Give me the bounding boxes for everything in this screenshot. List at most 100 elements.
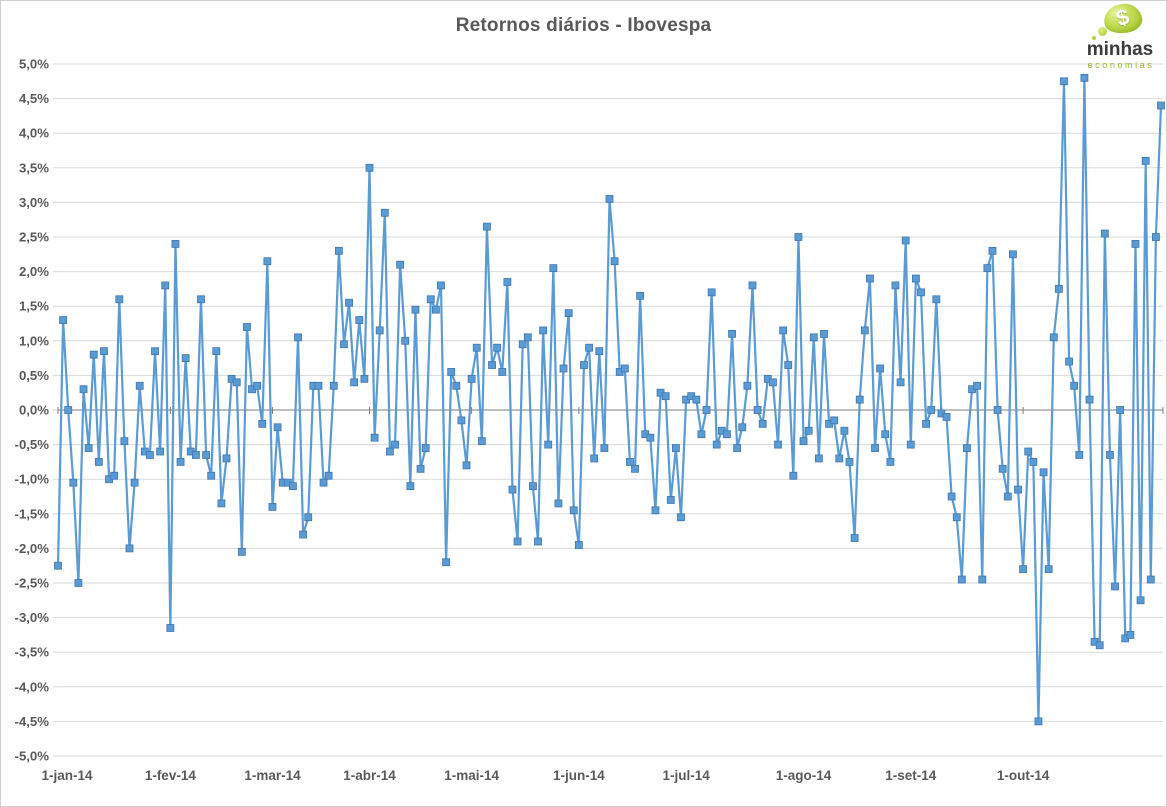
data-point-marker — [1116, 406, 1125, 414]
data-point-marker — [421, 444, 430, 452]
data-point-marker — [830, 416, 839, 425]
data-point-marker — [595, 347, 604, 356]
data-point-marker — [452, 381, 461, 390]
x-axis-label: 1-fev-14 — [145, 768, 197, 783]
data-point-marker — [942, 413, 951, 421]
x-axis-label: 1-out-14 — [997, 768, 1050, 783]
data-point-marker — [963, 444, 971, 452]
data-point-marker — [850, 534, 859, 542]
data-point-marker — [677, 513, 685, 522]
data-point-marker — [631, 464, 639, 473]
data-point-marker — [876, 364, 885, 373]
data-point-marker — [636, 291, 645, 300]
data-point-marker — [457, 416, 466, 425]
y-axis-label: -2,5% — [15, 576, 50, 591]
data-point-marker — [130, 478, 139, 487]
data-point-marker — [462, 461, 471, 470]
y-axis-label: 2,0% — [19, 264, 49, 279]
data-point-marker — [207, 471, 216, 480]
data-point-marker — [549, 264, 558, 273]
data-point-marker — [1111, 582, 1119, 591]
y-axis-label: 5,0% — [19, 57, 49, 72]
data-point-marker — [1014, 485, 1022, 494]
data-point-marker — [901, 236, 910, 245]
dollar-glyph: $ — [1113, 3, 1133, 32]
data-point-marker — [360, 374, 369, 383]
data-point-marker — [120, 437, 129, 446]
data-point-marker — [299, 530, 308, 539]
data-point-marker — [799, 437, 808, 446]
logo-bubble-small-icon — [1092, 36, 1096, 40]
data-point-marker — [1157, 101, 1165, 110]
data-point-marker — [59, 316, 68, 324]
data-point-marker — [891, 281, 900, 290]
data-point-marker — [651, 506, 660, 515]
data-point-marker — [1034, 717, 1043, 726]
data-point-marker — [483, 222, 491, 231]
data-point-marker — [1080, 73, 1089, 82]
data-point-marker — [906, 440, 915, 449]
data-point-marker — [712, 440, 721, 449]
data-point-marker — [319, 478, 328, 487]
data-point-marker — [442, 558, 450, 567]
data-point-marker — [998, 464, 1007, 473]
data-point-marker — [983, 264, 992, 273]
data-point-marker — [605, 195, 614, 203]
data-point-marker — [426, 295, 435, 304]
data-point-marker — [728, 329, 736, 338]
data-point-marker — [1151, 233, 1160, 241]
data-point-marker — [871, 444, 879, 452]
data-point-marker — [386, 447, 394, 456]
data-point-marker — [508, 485, 517, 494]
data-point-marker — [947, 492, 956, 501]
y-axis-label: 4,0% — [19, 126, 49, 141]
data-point-marker — [661, 392, 670, 401]
data-point-marker — [365, 163, 374, 172]
data-point-marker — [54, 561, 62, 570]
data-point-marker — [84, 444, 93, 452]
data-point-marker — [774, 440, 782, 449]
y-axis-label: 2,5% — [19, 230, 49, 245]
data-point-marker — [1029, 457, 1038, 466]
data-point-marker — [769, 378, 777, 387]
data-point-marker — [212, 347, 221, 356]
data-point-marker — [350, 378, 359, 387]
data-point-marker — [779, 326, 788, 335]
data-point-marker — [151, 347, 159, 356]
y-axis-label: -3,5% — [15, 645, 50, 660]
data-point-marker — [503, 278, 512, 286]
data-point-marker — [993, 406, 1002, 414]
data-point-marker — [263, 257, 272, 266]
data-point-marker — [814, 454, 823, 463]
data-point-marker — [620, 364, 629, 373]
data-point-marker — [748, 281, 757, 290]
x-axis-label: 1-jul-14 — [662, 768, 710, 783]
data-point-marker — [789, 471, 798, 480]
data-point-marker — [197, 295, 205, 304]
data-point-marker — [1019, 565, 1028, 574]
data-point-marker — [171, 240, 180, 248]
data-point-marker — [431, 305, 440, 314]
returns-series-line — [56, 76, 1163, 723]
y-axis-label: -3,0% — [15, 610, 50, 625]
x-axis-label: 1-ago-14 — [776, 768, 832, 783]
data-point-marker — [952, 513, 961, 522]
data-point-marker — [580, 361, 588, 369]
data-point-marker — [125, 544, 134, 553]
y-axis-label: 1,0% — [19, 333, 49, 348]
data-point-marker — [666, 496, 675, 504]
data-point-marker — [753, 406, 762, 414]
data-point-marker — [743, 381, 752, 390]
data-point-marker — [437, 281, 445, 290]
logo-blob-wrap: $ — [1080, 1, 1160, 40]
data-point-marker — [181, 354, 190, 363]
data-point-marker — [110, 471, 119, 480]
data-point-marker — [860, 326, 869, 335]
data-point-marker — [1044, 565, 1053, 574]
data-point-marker — [156, 447, 165, 456]
data-point-marker — [820, 329, 828, 338]
x-axis-label: 1-jan-14 — [41, 768, 93, 783]
data-point-marker — [1003, 492, 1012, 501]
data-point-marker — [932, 295, 941, 304]
